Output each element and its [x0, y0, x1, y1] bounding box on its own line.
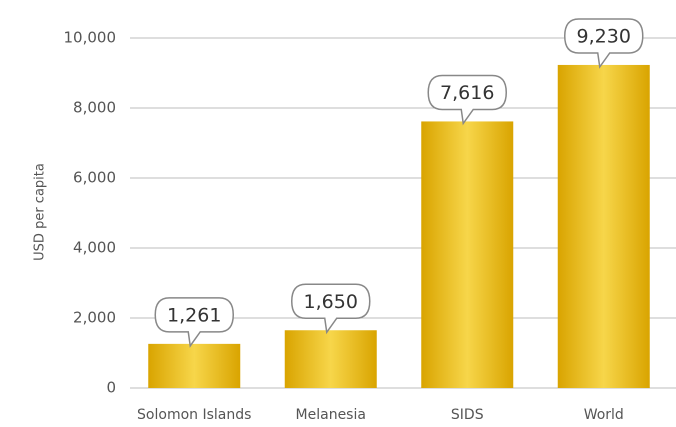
bar: [148, 343, 241, 388]
bar: [284, 330, 377, 388]
label-bubble: [563, 18, 644, 69]
label-bubble: [154, 297, 235, 348]
x-tick-label: Solomon Islands: [137, 407, 251, 423]
bar: [421, 121, 514, 388]
y-tick-label: 10,000: [64, 29, 117, 47]
x-tick-label: World: [584, 407, 624, 423]
value-label: 9,230: [577, 25, 631, 47]
x-tick-label: SIDS: [451, 407, 484, 423]
y-tick-label: 6,000: [73, 169, 116, 187]
bar: [557, 64, 650, 388]
y-tick-label: 0: [106, 379, 116, 397]
y-tick-label: 8,000: [73, 99, 116, 117]
x-tick-label: Melanesia: [296, 407, 366, 423]
y-tick-label: 2,000: [73, 309, 116, 327]
label-bubble: [427, 74, 508, 126]
y-tick-label: 4,000: [73, 239, 116, 257]
value-label: 7,616: [440, 82, 494, 104]
value-label: 1,650: [304, 291, 358, 313]
y-axis-label: USD per capita: [33, 163, 48, 261]
label-bubble: [290, 283, 371, 335]
value-label: 1,261: [167, 304, 221, 326]
